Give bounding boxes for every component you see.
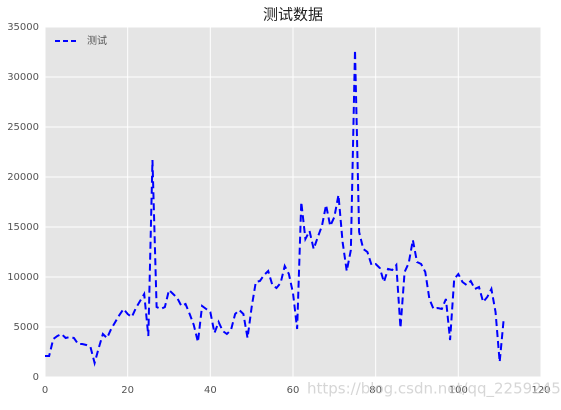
x-tick-label: 0 — [42, 385, 48, 396]
legend-label: 测试 — [87, 34, 107, 47]
y-tick-label: 0 — [33, 372, 39, 383]
y-tick-label: 5000 — [14, 322, 39, 333]
y-tick-label: 30000 — [7, 72, 39, 83]
x-tick-label: 20 — [121, 385, 134, 396]
chart-title: 测试数据 — [263, 6, 323, 24]
y-tick-label: 25000 — [7, 122, 39, 133]
y-tick-label: 35000 — [7, 22, 39, 33]
y-tick-label: 10000 — [7, 272, 39, 283]
x-tick-label: 60 — [287, 385, 300, 396]
data-line — [45, 49, 505, 367]
x-tick-label: 120 — [531, 385, 550, 396]
x-tick-label: 80 — [369, 385, 382, 396]
watermark: https://blog.csdn.net/qq_22592457 — [307, 380, 561, 399]
y-tick-label: 15000 — [7, 222, 39, 233]
y-tick-label: 20000 — [7, 172, 39, 183]
x-tick-label: 100 — [449, 385, 468, 396]
x-tick-label: 40 — [204, 385, 217, 396]
